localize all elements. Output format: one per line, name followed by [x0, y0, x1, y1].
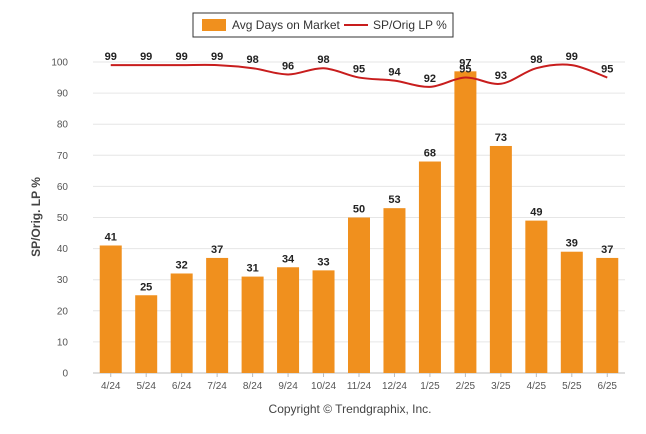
bar-value-label: 68 [424, 148, 436, 160]
bar [312, 270, 335, 373]
bar-value-label: 37 [211, 244, 223, 256]
legend: Avg Days on Market SP/Orig LP % [192, 12, 454, 38]
x-tick-label: 2/25 [456, 381, 476, 392]
line-value-label: 92 [424, 73, 436, 85]
x-tick-label: 3/25 [491, 381, 511, 392]
x-tick-label: 8/24 [243, 381, 263, 392]
bar-value-label: 32 [176, 259, 188, 271]
bar-value-label: 97 [459, 57, 471, 69]
bar-value-label: 25 [140, 281, 152, 293]
y-tick-label: 50 [57, 213, 69, 224]
y-tick-label: 90 [57, 89, 69, 100]
line-value-label: 95 [601, 64, 613, 76]
bar [596, 257, 619, 373]
bar [525, 220, 548, 373]
line-value-label: 96 [282, 60, 294, 72]
x-tick-label: 9/24 [278, 381, 298, 392]
y-tick-label: 80 [57, 120, 69, 131]
line-value-label: 98 [530, 54, 542, 66]
x-axis-ticks: 4/24 5/24 6/24 7/24 8/24 9/24 10/24 11/24 12/24 1… [101, 373, 617, 392]
bar-value-label: 37 [601, 244, 613, 256]
bar-value-label: 39 [566, 238, 578, 250]
line-value-label: 93 [495, 70, 507, 82]
bar [560, 251, 583, 373]
x-tick-label: 5/24 [136, 381, 156, 392]
legend-line-label: SP/Orig LP % [373, 18, 447, 32]
bar-value-label: 33 [317, 256, 329, 268]
bars [99, 71, 619, 373]
copyright-footer: Copyright © Trendgraphix, Inc. [269, 402, 432, 416]
y-tick-label: 100 [51, 58, 68, 69]
x-tick-label: 11/24 [347, 381, 372, 392]
x-tick-label: 4/25 [527, 381, 547, 392]
line-value-label: 99 [140, 51, 152, 63]
bar-value-label: 41 [105, 231, 117, 243]
y-tick-label: 40 [57, 244, 69, 255]
bar [135, 295, 158, 373]
legend-bar-swatch [202, 19, 226, 31]
bar [206, 257, 229, 373]
x-tick-label: 10/24 [311, 381, 336, 392]
x-tick-label: 1/25 [420, 381, 440, 392]
legend-bar-label: Avg Days on Market [232, 18, 340, 32]
line-value-label: 99 [176, 51, 188, 63]
bar [241, 276, 264, 373]
legend-box [192, 12, 454, 38]
bar-value-label: 31 [246, 263, 258, 275]
bar-value-label: 50 [353, 204, 365, 216]
y-tick-label: 60 [57, 182, 69, 193]
y-tick-label: 70 [57, 151, 69, 162]
y-axis-title: SP/Orig. LP % [29, 177, 43, 257]
bar-value-label: 49 [530, 207, 542, 219]
x-tick-label: 6/25 [598, 381, 618, 392]
x-tick-label: 4/24 [101, 381, 121, 392]
x-tick-label: 5/25 [562, 381, 582, 392]
line-value-label: 98 [246, 54, 258, 66]
line-value-label: 98 [317, 54, 329, 66]
bar-value-label: 53 [388, 194, 400, 206]
y-axis-ticks: 0 10 20 30 40 50 60 70 80 90 100 [51, 58, 68, 380]
y-tick-label: 10 [57, 337, 69, 348]
line-value-labels: 99 99 99 99 98 96 98 95 94 92 95 93 98 99 95 [105, 51, 614, 85]
bar [454, 71, 477, 373]
line-value-label: 99 [105, 51, 117, 63]
bar-value-label: 73 [495, 132, 507, 144]
x-tick-label: 6/24 [172, 381, 192, 392]
line-value-label: 99 [211, 51, 223, 63]
y-tick-label: 0 [62, 369, 68, 380]
line-value-label: 95 [353, 64, 365, 76]
x-tick-label: 7/24 [207, 381, 227, 392]
x-tick-label: 12/24 [382, 381, 407, 392]
bar [489, 145, 512, 373]
y-tick-label: 30 [57, 275, 69, 286]
bar-value-labels: 41 25 32 37 31 34 33 50 53 68 97 73 49 39 37 [105, 57, 614, 293]
bar-value-label: 34 [282, 253, 295, 265]
line-value-label: 95 [459, 64, 471, 76]
bar [418, 161, 441, 373]
y-tick-label: 20 [57, 306, 69, 317]
bar [277, 267, 300, 373]
sp-orig-lp-line [110, 63, 608, 88]
line-value-label: 94 [388, 67, 401, 79]
bar [99, 245, 122, 373]
bar [170, 273, 193, 373]
bar [348, 217, 370, 373]
bar [383, 208, 406, 373]
line-value-label: 99 [566, 51, 578, 63]
